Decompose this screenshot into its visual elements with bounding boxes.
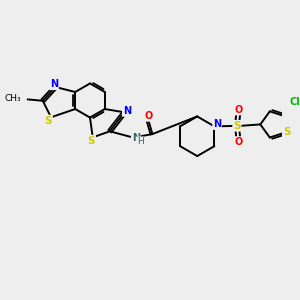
Text: S: S — [88, 136, 95, 146]
Text: H: H — [137, 137, 143, 146]
Text: N: N — [123, 106, 131, 116]
Text: N: N — [132, 133, 140, 143]
Text: O: O — [144, 111, 152, 121]
Text: N: N — [50, 79, 58, 89]
Text: O: O — [234, 137, 242, 147]
Text: Cl: Cl — [289, 97, 300, 107]
Text: S: S — [284, 127, 291, 137]
Text: N: N — [213, 119, 221, 129]
Text: S: S — [44, 116, 52, 126]
Text: S: S — [233, 121, 241, 131]
Text: O: O — [234, 105, 242, 115]
Text: CH₃: CH₃ — [4, 94, 21, 103]
